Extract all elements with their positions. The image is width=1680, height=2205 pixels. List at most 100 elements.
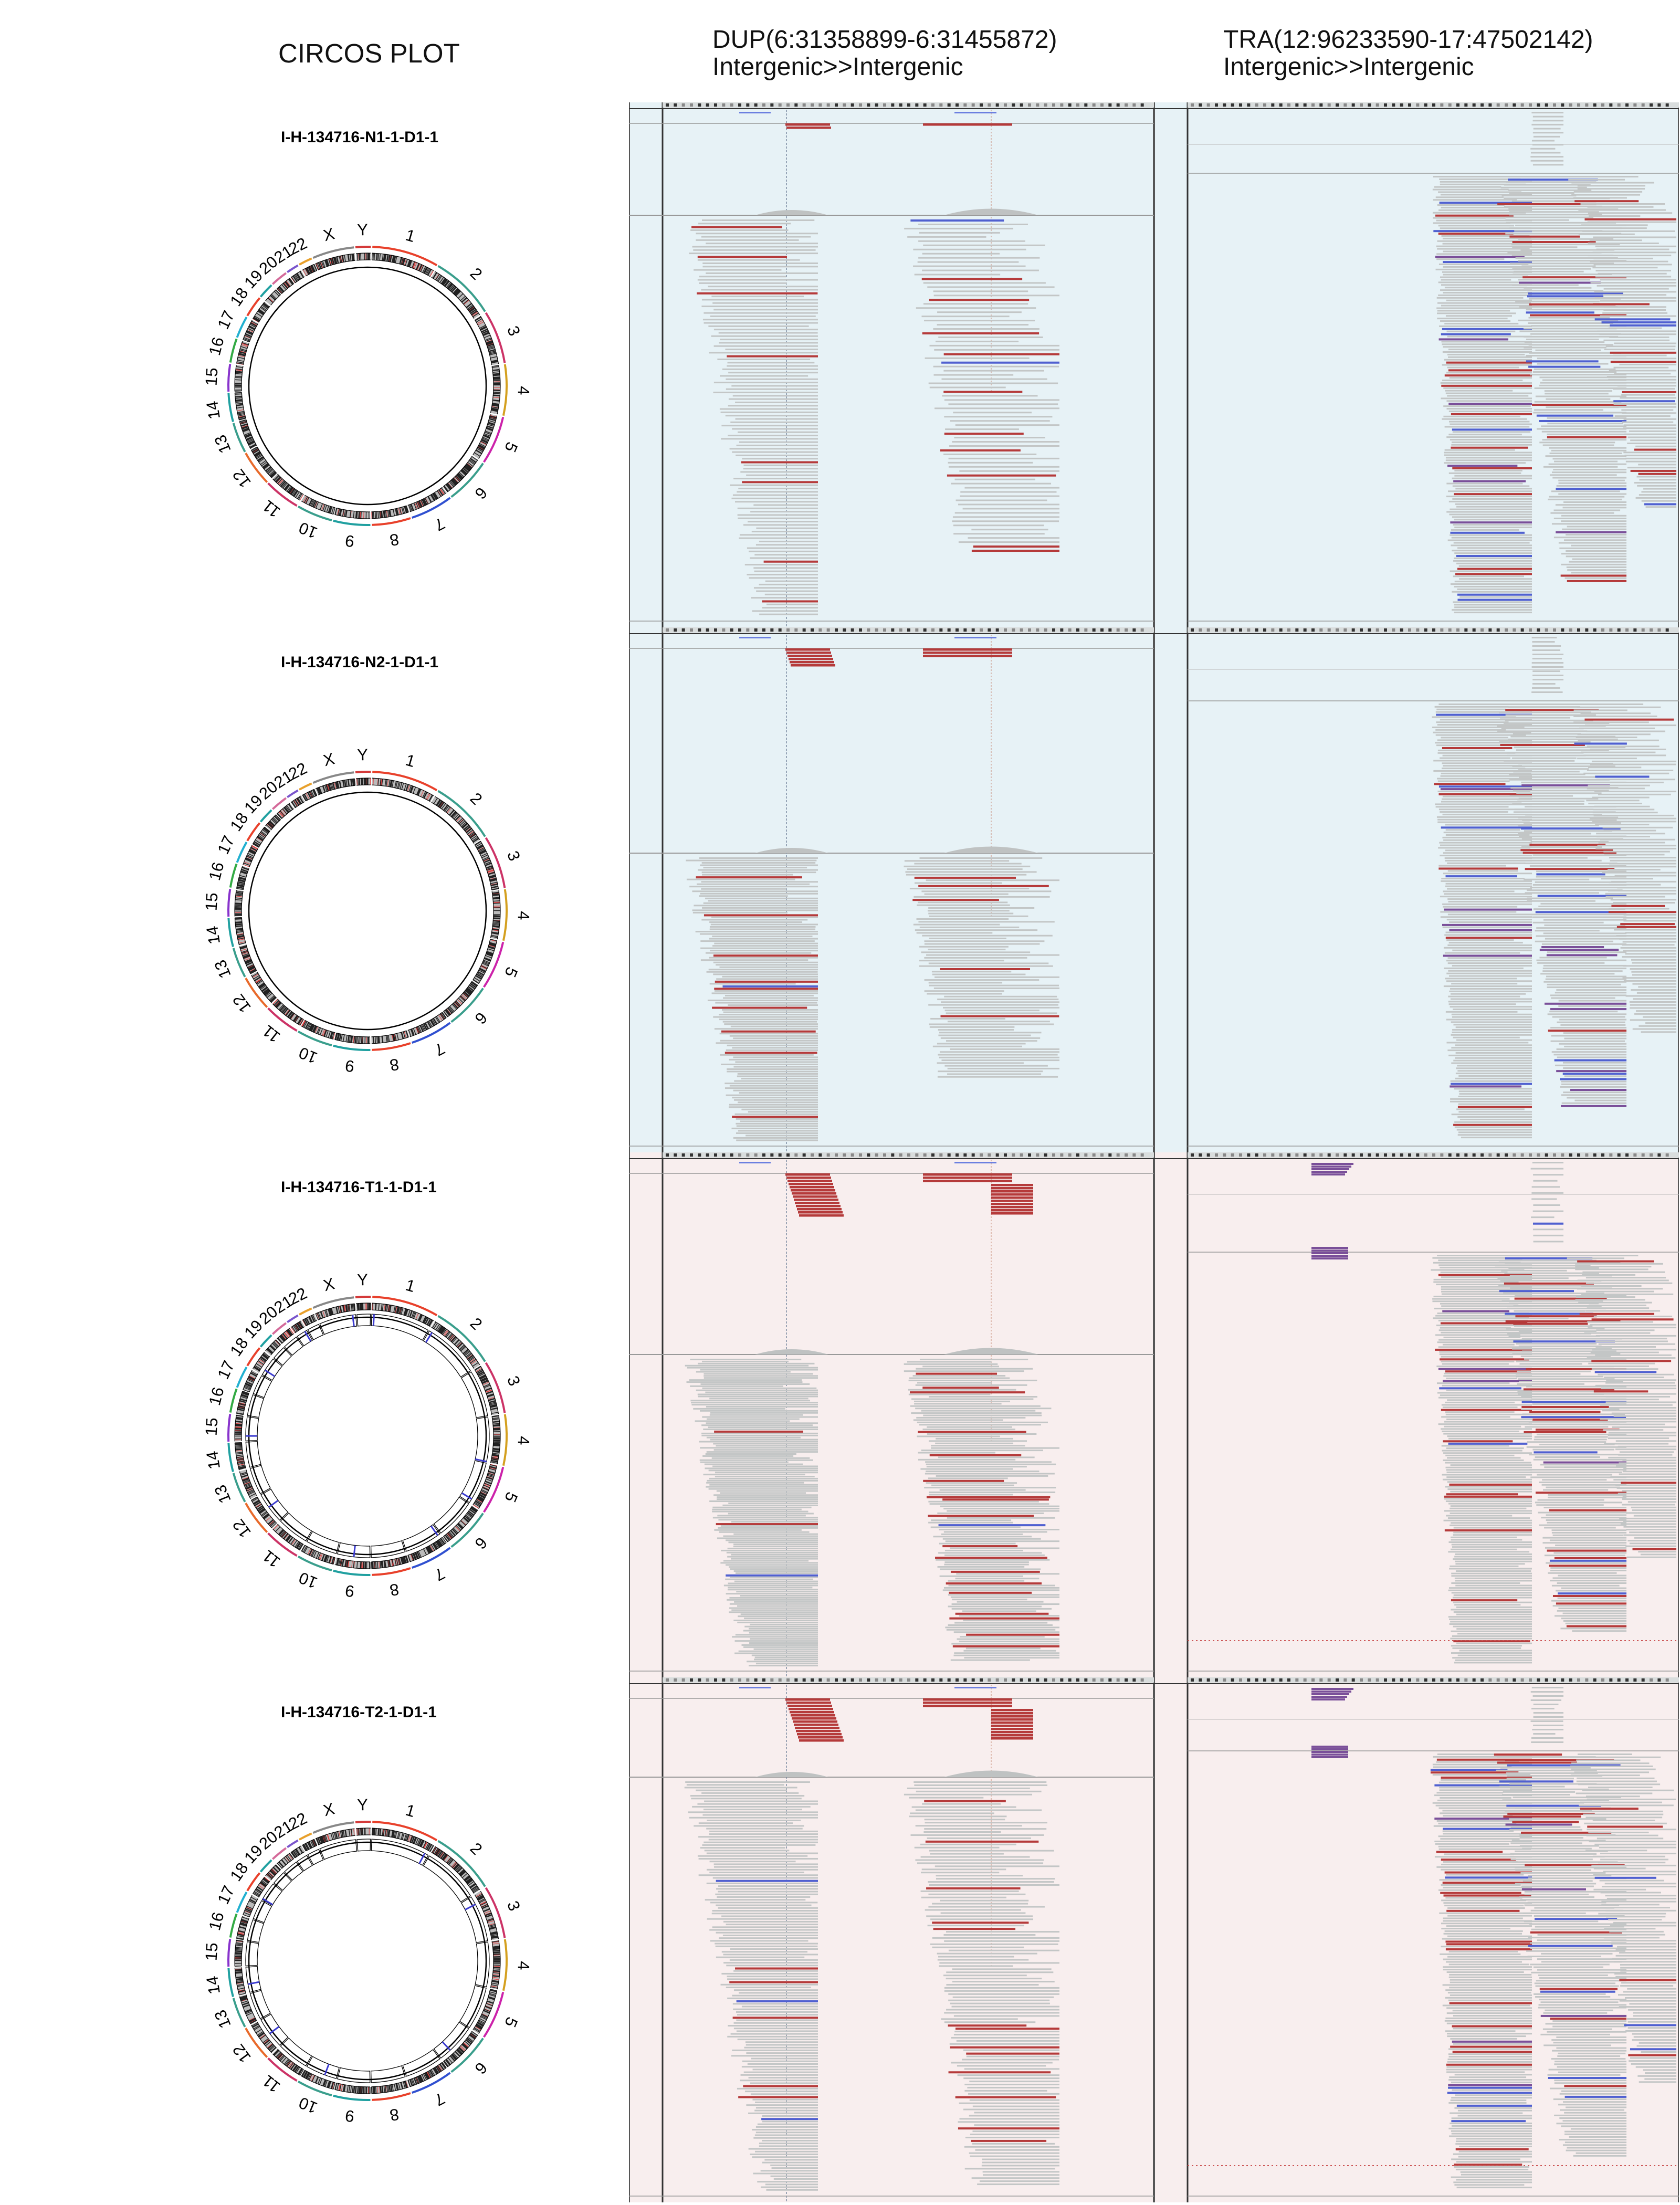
chromosome-arc	[485, 837, 506, 888]
chromosome-label: 11	[259, 2072, 284, 2096]
chromosome-arc	[372, 1567, 411, 1576]
chromosome-label: 16	[205, 1910, 228, 1932]
circos-plot-container: 1 2 3 4 5 6 7 8 9 10 11 12 13 14 15 16 17 18 19 20 21 22 X Y	[173, 1236, 562, 1625]
chromosome-label: 15	[202, 367, 222, 386]
chromosome-label: 6	[471, 1534, 491, 1553]
chromosome-arc	[271, 272, 287, 285]
chromosome-label: 12	[229, 2041, 255, 2066]
chromosome-arc	[450, 2038, 484, 2073]
tra-igv-panel	[1154, 1677, 1679, 2202]
chromosome-arc	[271, 1847, 287, 1860]
chromosome-arc	[372, 771, 438, 791]
chromosome-arc	[411, 1022, 451, 1044]
chromosome-arc	[299, 782, 312, 791]
chromosome-label: 15	[202, 892, 222, 911]
chromosome-arc	[227, 1413, 232, 1442]
tra-column-header: TRA(12:96233590-17:47502142) Intergenic>…	[1223, 26, 1593, 81]
chromosome-arc	[227, 1968, 234, 1997]
chromosome-label: 17	[214, 308, 238, 332]
chromosome-label: 18	[226, 1859, 251, 1884]
tra-read-alignment	[1154, 102, 1679, 627]
chromosome-arc	[259, 1859, 272, 1873]
chromosome-label: 16	[205, 1385, 228, 1407]
chromosome-arc	[485, 1362, 506, 1413]
chromosome-arc	[271, 1322, 287, 1335]
dup-igv-panel	[629, 102, 1154, 627]
chromosome-label: 3	[503, 1373, 524, 1388]
chromosome-arc	[245, 2028, 268, 2058]
chromosome-label: 12	[229, 991, 255, 1016]
chromosome-arc	[437, 1315, 486, 1362]
chromosome-label: Y	[357, 1796, 369, 1814]
chromosome-label: 16	[205, 335, 228, 357]
chromosome-label: X	[321, 749, 337, 770]
chromosome-label: 13	[211, 433, 234, 456]
sample-label: I-H-134716-T1-1-D1-1	[281, 1179, 437, 1196]
chromosome-label: 4	[514, 386, 533, 395]
chromosome-arc	[246, 1347, 261, 1367]
chromosome-arc	[312, 246, 354, 259]
chromosome-arc	[502, 364, 508, 416]
tra-igv-panel	[1154, 102, 1679, 627]
chromosome-arc	[232, 948, 246, 978]
chromosome-label: 10	[296, 1568, 320, 1592]
chromosome-arc	[299, 1307, 312, 1316]
chromosome-arc	[267, 1007, 298, 1032]
chromosome-arc	[227, 888, 232, 917]
chromosome-arc	[227, 918, 234, 947]
chromosome-arc	[232, 423, 246, 453]
chromosome-label: 3	[503, 323, 524, 338]
chromosome-label: 18	[226, 284, 251, 309]
chromosome-label: 5	[501, 2014, 521, 2030]
chromosome-arc	[450, 1513, 484, 1548]
chromosome-arc	[246, 822, 261, 842]
chromosome-arc	[372, 1042, 411, 1051]
chromosome-arc	[297, 1031, 332, 1047]
chromosome-label: 5	[501, 1489, 521, 1505]
chromosome-label: 9	[344, 1581, 355, 1601]
chromosome-label: 12	[229, 1516, 255, 1541]
chromosome-arc	[286, 1839, 299, 1849]
chromosome-label: 7	[432, 2089, 448, 2109]
chromosome-label: 10	[296, 1043, 320, 1067]
sample-label: I-H-134716-T2-1-D1-1	[281, 1704, 437, 1721]
chromosome-arc	[236, 1366, 248, 1388]
chromosome-arc	[245, 453, 268, 483]
chromosome-arc	[236, 1891, 248, 1913]
chromosome-arc	[299, 257, 312, 266]
chromosome-arc	[485, 312, 506, 363]
chromosome-arc	[297, 506, 332, 522]
chromosome-label: 3	[503, 1898, 524, 1913]
chromosome-label: 7	[432, 514, 448, 534]
circos-column-header: CIRCOS PLOT	[278, 38, 460, 69]
chromosome-arc	[450, 988, 484, 1023]
chromosome-label: 5	[501, 964, 521, 980]
chromosome-label: 11	[259, 1022, 284, 1046]
chromosome-label: 11	[259, 1547, 284, 1571]
circos-plot-container: 1 2 3 4 5 6 7 8 9 10 11 12 13 14 15 16 17 18 19 20 21 22 X Y	[173, 186, 562, 575]
chromosome-label: 14	[203, 925, 224, 946]
chromosome-label: X	[321, 1799, 337, 1820]
chromosome-arc	[372, 1821, 438, 1841]
chromosome-label: 2	[467, 1839, 486, 1858]
chromosome-arc	[483, 941, 505, 988]
dup-igv-panel	[629, 1152, 1154, 1677]
dup-igv-panel	[629, 1677, 1154, 2202]
chromosome-arc	[411, 1547, 451, 1569]
chromosome-label: 13	[211, 1483, 234, 1506]
chromosome-arc	[229, 863, 238, 888]
dup-annotation-label: Intergenic>>Intergenic	[712, 53, 963, 81]
chromosome-label: 9	[344, 1056, 355, 1076]
chromosome-arc	[411, 497, 451, 519]
chromosome-label: 11	[259, 497, 284, 521]
chromosome-arc	[437, 790, 486, 837]
chromosome-label: 18	[226, 809, 251, 834]
tra-annotation-label: Intergenic>>Intergenic	[1223, 53, 1474, 81]
chromosome-arc	[229, 1913, 238, 1938]
chromosome-arc	[227, 1938, 232, 1967]
chromosome-label: 2	[467, 264, 486, 284]
chromosome-arc	[246, 1872, 261, 1892]
chromosome-arc	[232, 1998, 246, 2028]
